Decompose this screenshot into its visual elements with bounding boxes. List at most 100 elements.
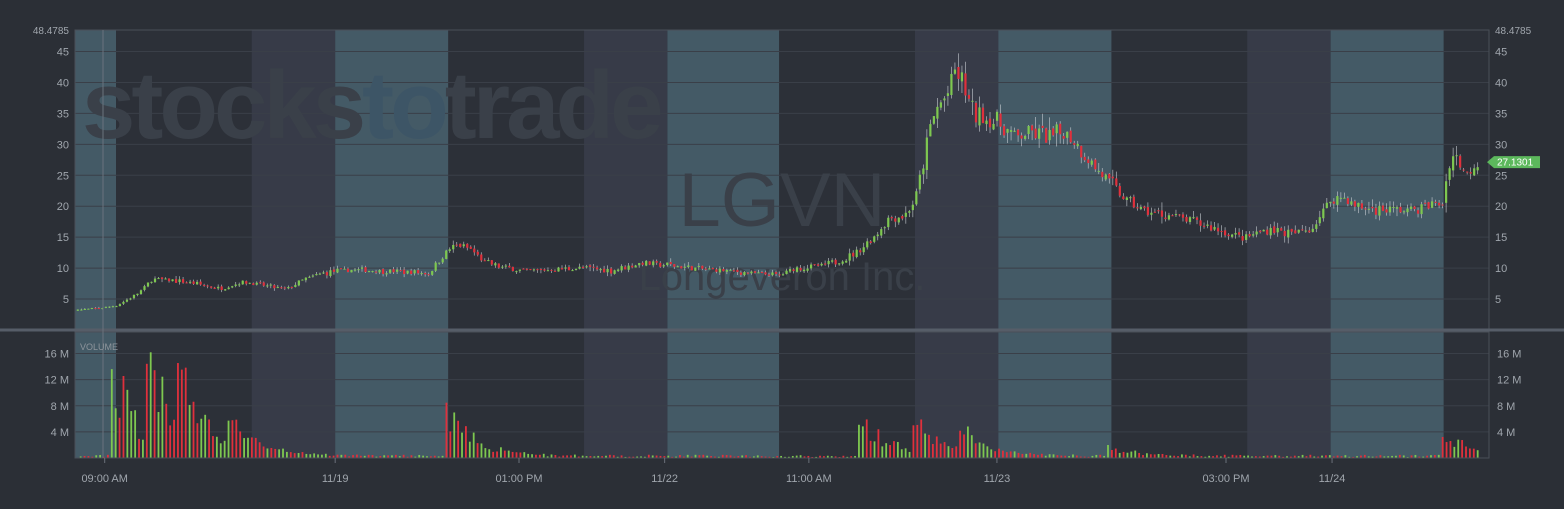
volume-bar bbox=[756, 455, 759, 458]
candle-body bbox=[1118, 186, 1121, 196]
volume-bar bbox=[274, 448, 277, 458]
candle-body bbox=[522, 268, 525, 270]
volume-bar bbox=[737, 456, 740, 458]
session-band-volume-2 bbox=[251, 332, 336, 458]
volume-bar bbox=[799, 455, 802, 458]
volume-bar bbox=[1033, 454, 1035, 458]
candle-body bbox=[346, 268, 350, 272]
volume-bar bbox=[1126, 452, 1129, 458]
candle-body bbox=[1427, 202, 1430, 209]
candle-body bbox=[1129, 197, 1132, 199]
volume-bar bbox=[1410, 455, 1413, 458]
candle-body bbox=[1020, 135, 1023, 139]
candle-body bbox=[585, 266, 588, 268]
volume-bar bbox=[1465, 446, 1467, 458]
candle-body bbox=[1045, 128, 1048, 143]
volume-bar bbox=[542, 453, 545, 458]
session-band-volume-6 bbox=[667, 332, 780, 458]
candle-body bbox=[683, 266, 686, 268]
volume-bar bbox=[990, 449, 993, 458]
price-tick-right: 35 bbox=[1495, 108, 1507, 120]
candle-body bbox=[164, 278, 167, 280]
candle-body bbox=[1216, 227, 1220, 232]
session-band-price-12 bbox=[1330, 30, 1444, 330]
candle-body bbox=[848, 253, 851, 261]
candle-body bbox=[353, 269, 357, 271]
volume-bar bbox=[768, 456, 771, 458]
volume-bar bbox=[546, 456, 549, 458]
candle-body bbox=[1024, 135, 1027, 139]
volume-bar bbox=[931, 443, 934, 458]
price-tick-left: 35 bbox=[57, 108, 69, 120]
candle-body bbox=[227, 287, 230, 290]
candle-body bbox=[217, 286, 220, 289]
volume-bar bbox=[239, 431, 242, 458]
volume-bar bbox=[721, 454, 724, 458]
candle-body bbox=[417, 270, 420, 274]
candle-body bbox=[995, 111, 999, 121]
candle-body bbox=[1280, 228, 1283, 231]
volume-bar bbox=[1309, 454, 1312, 458]
candle-body bbox=[581, 266, 585, 268]
grid-lines bbox=[75, 51, 1489, 433]
candle-body bbox=[1269, 227, 1272, 236]
volume-bar bbox=[1336, 455, 1339, 458]
session-band-price-3 bbox=[335, 30, 449, 330]
candle-body bbox=[890, 217, 893, 219]
volume-bar bbox=[951, 447, 954, 458]
volume-bar bbox=[465, 426, 467, 458]
candle-body bbox=[1125, 197, 1128, 201]
volume-bar bbox=[1130, 451, 1133, 458]
volume-bar bbox=[791, 455, 794, 458]
volume-bar bbox=[1340, 456, 1343, 458]
candle-body bbox=[90, 307, 93, 309]
candle-body bbox=[820, 263, 823, 266]
volume-bar bbox=[91, 456, 94, 458]
candle-body bbox=[315, 274, 318, 276]
volume-bar bbox=[453, 412, 456, 458]
candle-body bbox=[76, 309, 79, 311]
candle-body bbox=[1357, 202, 1360, 207]
volume-bar bbox=[99, 454, 102, 458]
volume-bar bbox=[344, 454, 347, 458]
volume-bar bbox=[1433, 455, 1436, 458]
candle-body bbox=[634, 265, 637, 268]
volume-bar bbox=[978, 442, 981, 458]
volume-bar bbox=[270, 447, 273, 458]
volume-bar bbox=[247, 437, 249, 458]
company-name: Longeveron Inc. bbox=[639, 255, 926, 299]
volume-bar bbox=[698, 455, 701, 458]
candle-body bbox=[1311, 228, 1314, 232]
candle-body bbox=[480, 254, 483, 261]
candle-body bbox=[125, 299, 129, 302]
volume-bar bbox=[367, 454, 370, 458]
volume-bar bbox=[472, 432, 475, 458]
volume-bar bbox=[531, 454, 533, 458]
volume-bar bbox=[834, 456, 837, 458]
candle-body bbox=[518, 269, 521, 271]
volume-bar bbox=[535, 454, 537, 458]
volume-bar bbox=[943, 442, 946, 458]
volume-bar bbox=[589, 456, 592, 458]
candle-body bbox=[101, 308, 104, 310]
candle-body bbox=[1318, 217, 1321, 224]
candle-body bbox=[87, 308, 90, 310]
candle-body bbox=[1234, 232, 1237, 235]
candle-body bbox=[80, 309, 83, 311]
volume-bar bbox=[760, 456, 763, 458]
volume-bar bbox=[515, 452, 518, 458]
candle-body bbox=[1399, 206, 1402, 213]
candle-body bbox=[992, 123, 995, 130]
session-band-volume-13 bbox=[1443, 332, 1489, 458]
candle-body bbox=[571, 270, 574, 272]
candle-body bbox=[648, 261, 651, 265]
volume-bar bbox=[106, 454, 109, 458]
volume-bar bbox=[1095, 454, 1098, 458]
session-band-volume-3 bbox=[335, 332, 449, 458]
volume-bar bbox=[437, 456, 440, 458]
session-band-price-9 bbox=[998, 30, 1112, 330]
candle-body bbox=[210, 286, 213, 288]
